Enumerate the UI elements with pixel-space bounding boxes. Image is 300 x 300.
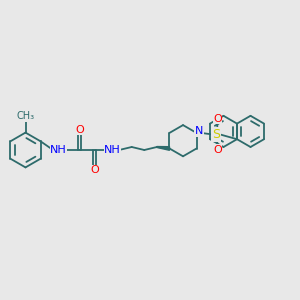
Text: O: O bbox=[213, 114, 222, 124]
Text: O: O bbox=[75, 125, 84, 135]
Text: NH: NH bbox=[104, 145, 121, 155]
Text: NH: NH bbox=[50, 145, 67, 155]
Text: CH₃: CH₃ bbox=[16, 111, 34, 121]
Text: O: O bbox=[90, 165, 99, 175]
Text: S: S bbox=[212, 128, 220, 141]
Polygon shape bbox=[157, 147, 169, 150]
Text: N: N bbox=[195, 126, 203, 136]
Text: O: O bbox=[213, 145, 222, 155]
